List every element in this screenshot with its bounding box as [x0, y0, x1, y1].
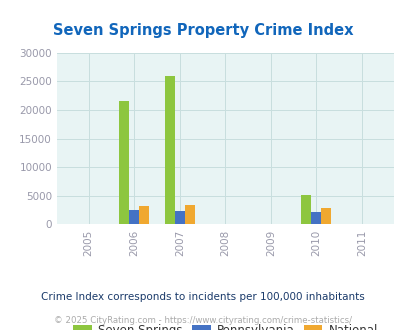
Legend: Seven Springs, Pennsylvania, National: Seven Springs, Pennsylvania, National	[68, 319, 382, 330]
Bar	[321, 208, 330, 224]
Bar	[119, 101, 129, 224]
Bar	[139, 206, 149, 224]
Bar	[301, 195, 311, 224]
Text: Crime Index corresponds to incidents per 100,000 inhabitants: Crime Index corresponds to incidents per…	[41, 292, 364, 302]
Bar	[311, 213, 321, 224]
Bar	[174, 211, 184, 224]
Bar	[129, 210, 139, 224]
Text: Seven Springs Property Crime Index: Seven Springs Property Crime Index	[53, 23, 352, 38]
Bar	[184, 205, 194, 224]
Bar	[164, 76, 174, 224]
Text: © 2025 CityRating.com - https://www.cityrating.com/crime-statistics/: © 2025 CityRating.com - https://www.city…	[54, 315, 351, 325]
